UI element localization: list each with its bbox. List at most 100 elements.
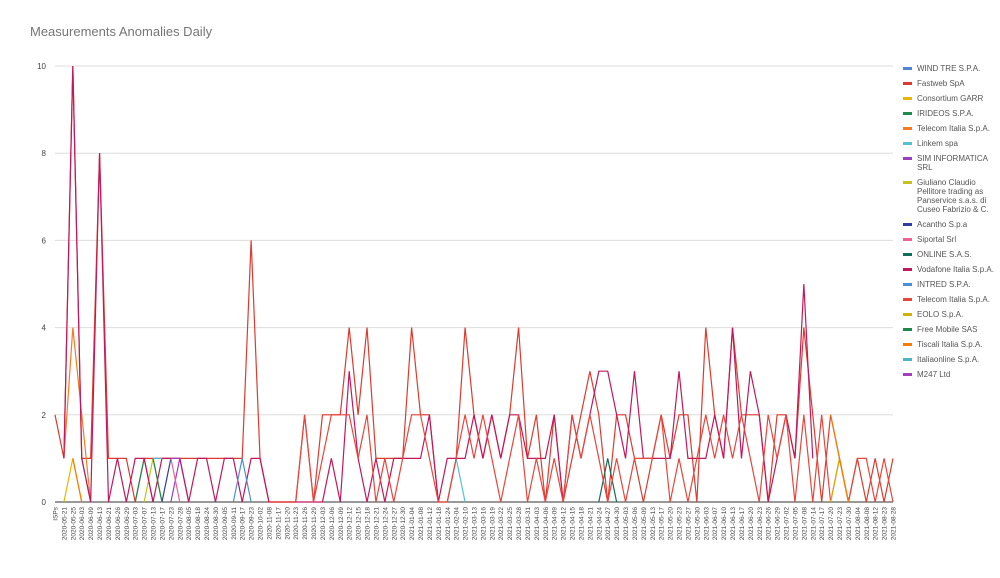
x-tick-label: 2020-09-11 (231, 507, 238, 540)
legend-item: Italiaonline S.p.A. (903, 355, 995, 364)
x-tick-label: 2020-08-18 (195, 507, 202, 541)
legend-label: Telecom Italia S.p.A. (917, 124, 990, 133)
x-tick-label: 2020-12-24 (382, 507, 389, 541)
x-tick-label: 2021-03-13 (472, 507, 479, 541)
x-tick-label: 2020-11-20 (284, 507, 291, 540)
legend-label: M247 Ltd (917, 370, 951, 379)
series-line (598, 458, 618, 503)
legend-swatch (903, 358, 912, 361)
x-tick-label: 2020-12-30 (400, 507, 407, 541)
legend-label: IRIDEOS S.P.A. (917, 109, 974, 118)
x-tick-label: 2020-08-24 (204, 507, 211, 541)
x-tick-label: 2020-08-30 (213, 507, 220, 541)
x-tick-label: 2021-02-04 (454, 507, 461, 541)
x-tick-label: 2021-03-16 (480, 507, 487, 541)
legend-label: Tiscali Italia S.p.A. (917, 340, 983, 349)
x-tick-label: 2020-12-12 (347, 507, 354, 541)
x-tick-label: 2021-08-23 (882, 507, 889, 541)
x-tick-label: 2021-06-17 (739, 507, 746, 541)
x-tick-label: 2021-04-09 (552, 507, 559, 541)
y-tick-label: 6 (42, 236, 47, 245)
legend-label: SIM INFORMATICA SRL (917, 154, 988, 172)
x-tick-label: 2021-07-30 (846, 507, 853, 541)
legend-swatch (903, 298, 912, 301)
legend-item: IRIDEOS S.P.A. (903, 109, 995, 118)
legend-swatch (903, 112, 912, 115)
x-tick-label: 2021-03-31 (525, 507, 532, 541)
x-tick-label: 2020-06-26 (115, 507, 122, 541)
legend-swatch (903, 328, 912, 331)
x-tick-label: 2021-07-14 (810, 507, 817, 541)
legend-label: Free Mobile SAS (917, 325, 978, 334)
x-tick-label: 2020-09-23 (249, 507, 256, 541)
legend-item: Tiscali Italia S.p.A. (903, 340, 995, 349)
x-tick-label: 2020-06-21 (106, 507, 113, 541)
y-tick-label: 4 (42, 324, 47, 333)
x-tick-label: 2020-11-29 (311, 507, 318, 540)
x-tick-label: 2021-01-04 (409, 507, 416, 541)
series-line (143, 458, 163, 503)
x-tick-label: 2021-05-09 (641, 507, 648, 541)
series-line (170, 458, 181, 503)
legend-item: Siportal Srl (903, 235, 995, 244)
x-tick-label: 2020-09-17 (240, 507, 247, 541)
x-tick-label: 2021-08-12 (873, 507, 880, 541)
legend-item: EOLO S.p.A. (903, 310, 995, 319)
legend-label: WIND TRE S.P.A. (917, 64, 981, 73)
legend-swatch (903, 253, 912, 256)
legend-swatch (903, 283, 912, 286)
x-tick-label: 2021-01-24 (445, 507, 452, 541)
x-tick-label: 2021-03-19 (489, 507, 496, 541)
x-tick-label: 2020-11-08 (266, 507, 273, 540)
x-tick-label: 2021-05-20 (668, 507, 675, 541)
x-tick-label: 2021-04-12 (561, 507, 568, 541)
x-tick-label: 2021-04-30 (614, 507, 621, 541)
x-tick-label: 2020-06-03 (79, 507, 86, 541)
legend-item: Fastweb SpA (903, 79, 995, 88)
x-tick-label: 2021-05-30 (694, 507, 701, 541)
legend-swatch (903, 373, 912, 376)
series-line (152, 458, 163, 503)
legend-swatch (903, 238, 912, 241)
x-tick-label: 2021-08-08 (864, 507, 871, 541)
x-tick-label: 2020-11-26 (302, 507, 309, 540)
x-tick-label: 2021-01-08 (418, 507, 425, 541)
x-tick-label: 2021-06-29 (775, 507, 782, 541)
x-tick-label: ISPs (53, 506, 60, 520)
x-tick-label: 2021-04-15 (570, 507, 577, 541)
series-line (54, 65, 894, 503)
x-tick-label: 2021-07-02 (784, 507, 791, 541)
x-tick-label: 2021-03-22 (498, 507, 505, 541)
legend-item: Telecom Italia S.p.A. (903, 295, 995, 304)
x-tick-label: 2020-12-03 (320, 507, 327, 541)
legend-swatch (903, 223, 912, 226)
x-tick-label: 2020-10-02 (258, 507, 265, 541)
legend-item: INTRED S.P.A. (903, 280, 995, 289)
x-tick-label: 2020-07-23 (168, 507, 175, 541)
legend-item: Vodafone Italia S.p.A. (903, 265, 995, 274)
series-line (161, 458, 172, 503)
legend-label: Italiaonline S.p.A. (917, 355, 980, 364)
legend-swatch (903, 127, 912, 130)
x-tick-label: 2021-06-13 (730, 507, 737, 541)
legend-swatch (903, 157, 912, 160)
legend-swatch (903, 268, 912, 271)
legend-swatch (903, 97, 912, 100)
legend-label: Fastweb SpA (917, 79, 965, 88)
y-tick-label: 8 (42, 149, 47, 158)
legend-label: Telecom Italia S.p.A. (917, 295, 990, 304)
x-tick-label: 2021-04-06 (543, 507, 550, 541)
legend-swatch (903, 67, 912, 70)
series-line (72, 458, 83, 503)
x-tick-label: 2020-07-03 (133, 507, 140, 541)
x-tick-label: 2021-03-25 (507, 507, 514, 541)
legend-swatch (903, 343, 912, 346)
legend-item: Telecom Italia S.p.A. (903, 124, 995, 133)
x-tick-label: 2021-06-10 (721, 507, 728, 541)
legend-label: Consortium GARR (917, 94, 984, 103)
x-tick-label: 2021-06-20 (748, 507, 755, 541)
x-tick-label: 2021-05-13 (650, 507, 657, 541)
y-tick-label: 2 (42, 411, 47, 420)
